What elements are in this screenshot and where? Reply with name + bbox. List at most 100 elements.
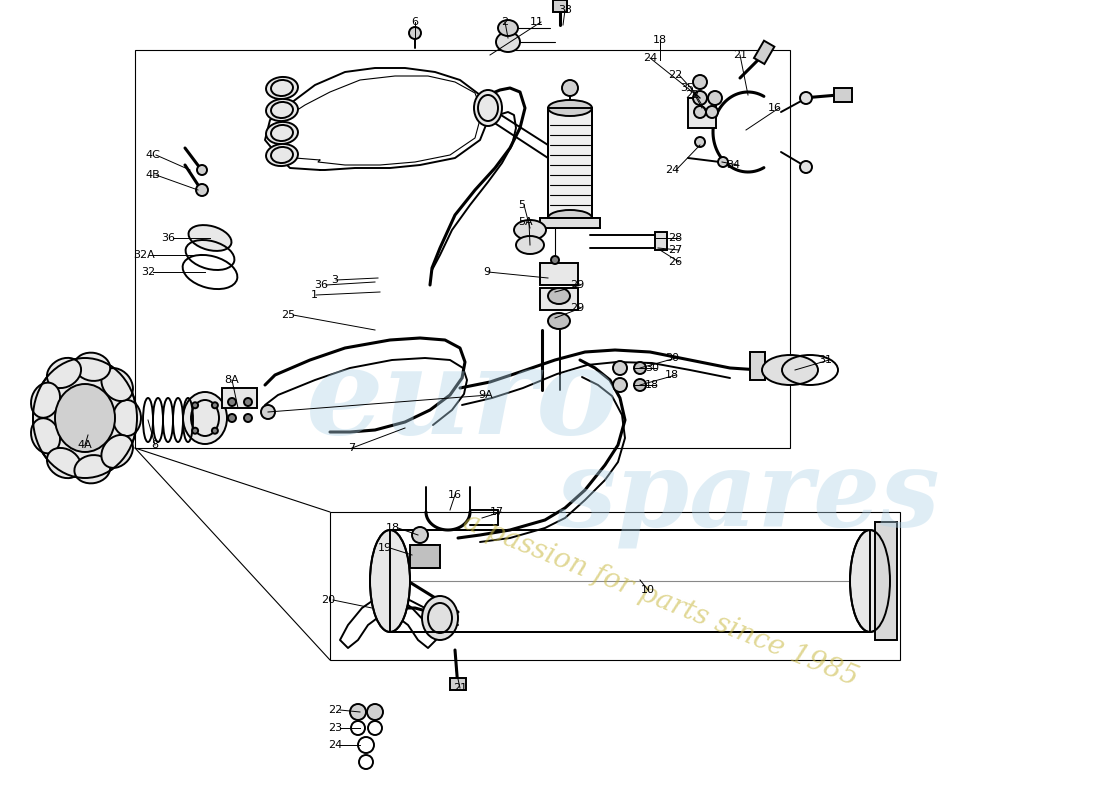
Text: 29: 29 xyxy=(570,303,584,313)
Circle shape xyxy=(708,91,722,105)
Circle shape xyxy=(613,361,627,375)
Ellipse shape xyxy=(183,392,227,444)
Text: 4C: 4C xyxy=(145,150,160,160)
Ellipse shape xyxy=(370,530,410,632)
Bar xyxy=(750,352,764,380)
Bar xyxy=(135,50,790,448)
Text: 24: 24 xyxy=(642,53,657,63)
Ellipse shape xyxy=(101,435,133,468)
Text: 9A: 9A xyxy=(478,390,493,400)
Circle shape xyxy=(706,106,718,118)
Ellipse shape xyxy=(474,90,502,126)
Text: 18: 18 xyxy=(645,380,659,390)
Circle shape xyxy=(800,161,812,173)
Text: 32A: 32A xyxy=(133,250,155,260)
Ellipse shape xyxy=(31,382,60,418)
Ellipse shape xyxy=(266,122,298,144)
Circle shape xyxy=(562,80,578,96)
Ellipse shape xyxy=(113,400,141,436)
Circle shape xyxy=(244,398,252,406)
Text: 22: 22 xyxy=(668,70,682,80)
Bar xyxy=(222,388,257,408)
Circle shape xyxy=(212,428,218,434)
Circle shape xyxy=(192,428,198,434)
Text: 4B: 4B xyxy=(145,170,160,180)
Circle shape xyxy=(613,378,627,392)
Circle shape xyxy=(693,75,707,89)
Circle shape xyxy=(695,137,705,147)
Text: 30: 30 xyxy=(666,353,679,363)
Text: 17: 17 xyxy=(490,507,504,517)
Circle shape xyxy=(694,106,706,118)
Ellipse shape xyxy=(850,530,890,632)
Ellipse shape xyxy=(101,368,133,401)
Circle shape xyxy=(718,157,728,167)
Circle shape xyxy=(634,362,646,374)
Text: 28: 28 xyxy=(668,233,682,243)
Ellipse shape xyxy=(422,596,458,640)
Text: 18: 18 xyxy=(386,523,400,533)
Text: 33: 33 xyxy=(558,5,572,15)
Polygon shape xyxy=(410,545,440,568)
Bar xyxy=(654,232,667,250)
Text: 6: 6 xyxy=(411,17,418,27)
Text: 22: 22 xyxy=(685,90,700,100)
Ellipse shape xyxy=(75,455,110,483)
Text: 4A: 4A xyxy=(78,440,92,450)
Circle shape xyxy=(196,184,208,196)
Bar xyxy=(754,41,774,64)
Bar xyxy=(874,522,896,640)
Circle shape xyxy=(800,92,812,104)
Bar xyxy=(330,512,900,660)
Ellipse shape xyxy=(498,20,518,36)
Bar xyxy=(390,530,870,632)
Text: 36: 36 xyxy=(314,280,328,290)
Text: 16: 16 xyxy=(768,103,782,113)
Circle shape xyxy=(212,402,218,408)
Text: a passion for parts since 1985: a passion for parts since 1985 xyxy=(459,508,861,692)
Ellipse shape xyxy=(548,288,570,304)
Ellipse shape xyxy=(266,144,298,166)
Ellipse shape xyxy=(47,448,81,478)
Ellipse shape xyxy=(266,99,298,121)
Text: 1: 1 xyxy=(311,290,318,300)
Text: 29: 29 xyxy=(570,280,584,290)
Ellipse shape xyxy=(55,384,116,452)
Circle shape xyxy=(634,379,646,391)
Ellipse shape xyxy=(514,220,546,240)
Bar xyxy=(688,98,716,128)
Text: 10: 10 xyxy=(641,585,654,595)
Circle shape xyxy=(261,405,275,419)
Text: 11: 11 xyxy=(530,17,544,27)
Text: 34: 34 xyxy=(726,160,740,170)
Bar xyxy=(540,288,578,310)
Text: 36: 36 xyxy=(161,233,175,243)
Bar xyxy=(834,88,852,102)
Bar xyxy=(548,108,592,218)
Circle shape xyxy=(228,414,236,422)
Circle shape xyxy=(350,704,366,720)
Ellipse shape xyxy=(496,32,520,52)
Text: 35: 35 xyxy=(680,83,694,93)
Text: 16: 16 xyxy=(448,490,462,500)
Bar xyxy=(390,530,870,632)
Bar xyxy=(548,108,592,218)
Text: 24: 24 xyxy=(328,740,342,750)
Ellipse shape xyxy=(548,210,592,226)
Polygon shape xyxy=(540,218,600,228)
Text: 22: 22 xyxy=(328,705,342,715)
Text: 3: 3 xyxy=(331,275,338,285)
Text: 21: 21 xyxy=(453,683,468,693)
Text: 32: 32 xyxy=(141,267,155,277)
Text: 5A: 5A xyxy=(518,217,532,227)
Circle shape xyxy=(412,527,428,543)
Text: 5: 5 xyxy=(518,200,525,210)
Bar xyxy=(540,263,578,285)
Circle shape xyxy=(551,256,559,264)
Text: euro: euro xyxy=(306,341,618,459)
Ellipse shape xyxy=(75,353,110,381)
Text: 21: 21 xyxy=(733,50,747,60)
Ellipse shape xyxy=(516,236,544,254)
Ellipse shape xyxy=(548,100,592,116)
Text: 31: 31 xyxy=(818,355,832,365)
